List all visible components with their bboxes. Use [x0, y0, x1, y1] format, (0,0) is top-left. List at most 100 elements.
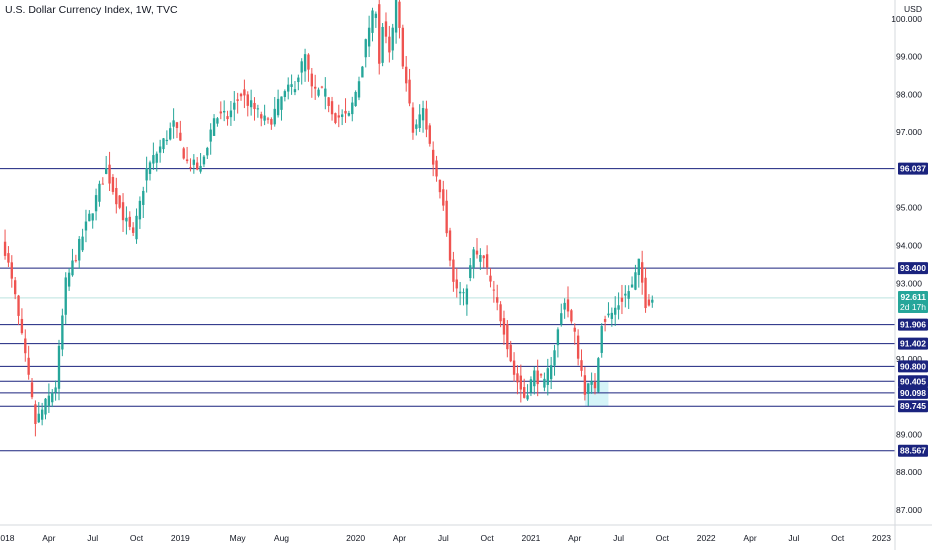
- candle-body: [371, 10, 374, 33]
- candle-body: [496, 297, 499, 303]
- candle-body: [202, 156, 206, 165]
- candle-body: [523, 387, 526, 398]
- candle-body: [431, 149, 435, 165]
- candle-body: [236, 99, 239, 101]
- candle-body: [256, 108, 260, 110]
- candle-body: [576, 335, 580, 359]
- candle-body: [64, 277, 67, 315]
- candle-body: [108, 164, 111, 184]
- candle-body: [536, 370, 539, 385]
- candle-body: [185, 159, 189, 162]
- candle-body: [34, 404, 37, 424]
- candle-body: [57, 345, 61, 389]
- candle-body: [351, 102, 354, 115]
- y-tick-label: 91.000: [896, 354, 922, 364]
- candle-body: [553, 350, 556, 366]
- candle-body: [593, 382, 597, 389]
- x-tick-label: Apr: [393, 533, 406, 543]
- candle-body: [142, 190, 145, 205]
- candle-body: [30, 382, 34, 398]
- candle-body: [337, 115, 340, 118]
- candle-body: [40, 409, 44, 420]
- level-label: 90.098: [900, 388, 926, 398]
- y-tick-label: 95.000: [896, 203, 922, 213]
- candle-body: [266, 118, 270, 120]
- candle-body: [135, 215, 138, 240]
- candle-body: [121, 202, 125, 221]
- candle-body: [165, 139, 169, 142]
- candle-body: [67, 272, 71, 287]
- candle-body: [617, 305, 620, 310]
- candle-body: [549, 365, 553, 380]
- candle-body: [479, 254, 482, 262]
- candle-body: [270, 119, 273, 125]
- candle-body: [580, 360, 583, 371]
- x-tick-label: Jul: [788, 533, 799, 543]
- chart-title: U.S. Dollar Currency Index, 1W, TVC: [5, 4, 178, 16]
- candle-body: [276, 98, 280, 116]
- candle-body: [239, 93, 243, 97]
- candle-body: [340, 114, 344, 117]
- highlight-zone-rect: [584, 381, 609, 407]
- candle-body: [320, 86, 324, 88]
- candle-body: [84, 221, 88, 231]
- candle-body: [391, 27, 394, 51]
- candle-body: [206, 147, 209, 156]
- time-axis[interactable]: 2018 Apr Jul Oct 2019 May Aug 2020 Apr Jul Oct 2021…: [0, 524, 932, 543]
- level-label: 90.405: [900, 376, 926, 386]
- x-tick-label: Oct: [656, 533, 670, 543]
- currency-label: USD: [904, 4, 922, 14]
- candle-body: [482, 255, 485, 259]
- candle-body: [472, 249, 475, 268]
- candle-body: [182, 148, 185, 159]
- candle-body: [614, 307, 617, 315]
- candle-body: [249, 100, 253, 108]
- candle-body: [128, 216, 131, 227]
- candle-body: [462, 292, 465, 294]
- candle-body: [506, 324, 509, 350]
- candle-body: [61, 315, 64, 350]
- candle-body: [179, 132, 182, 141]
- candle-body: [519, 375, 522, 390]
- candle-body: [634, 272, 637, 290]
- candle-body: [290, 84, 293, 87]
- x-tick-label: Oct: [130, 533, 144, 543]
- candle-body: [367, 27, 371, 47]
- candle-body: [364, 39, 367, 58]
- candle-body: [3, 241, 7, 256]
- candle-body: [361, 66, 364, 78]
- candle-body: [421, 108, 425, 121]
- candle-body: [13, 280, 17, 295]
- candle-body: [651, 299, 654, 303]
- candle-body: [509, 344, 512, 362]
- candle-body: [226, 116, 229, 120]
- x-tick-label: 2022: [697, 533, 716, 543]
- candle-body: [624, 293, 627, 296]
- candle-body: [600, 326, 603, 353]
- candle-body: [354, 91, 357, 106]
- candle-body: [415, 124, 418, 129]
- candle-body: [570, 310, 573, 322]
- candle-body: [209, 129, 212, 142]
- candle-body: [526, 395, 529, 400]
- candle-body: [260, 114, 263, 119]
- candle-body: [263, 115, 266, 121]
- y-tick-label: 98.000: [896, 89, 922, 99]
- candle-body: [216, 118, 219, 124]
- candle-body: [246, 94, 249, 106]
- candle-body: [131, 227, 135, 233]
- price-axis[interactable]: 100.000 99.000 98.000 97.000 95.000 94.000 93.…: [891, 0, 922, 550]
- candle-body: [347, 113, 351, 116]
- candle-body: [297, 77, 300, 83]
- candle-body: [27, 357, 30, 375]
- candle-body: [37, 413, 40, 423]
- candle-body: [533, 370, 536, 387]
- candle-body: [219, 111, 222, 114]
- candlestick-series: [3, 0, 654, 437]
- level-label-box: [898, 162, 928, 175]
- candle-body: [384, 21, 388, 37]
- level-labels: 96.037 93.400 91.906 91.402 90.800 90.405 90.0…: [898, 162, 928, 457]
- candle-body: [344, 110, 347, 114]
- candle-body: [158, 146, 162, 153]
